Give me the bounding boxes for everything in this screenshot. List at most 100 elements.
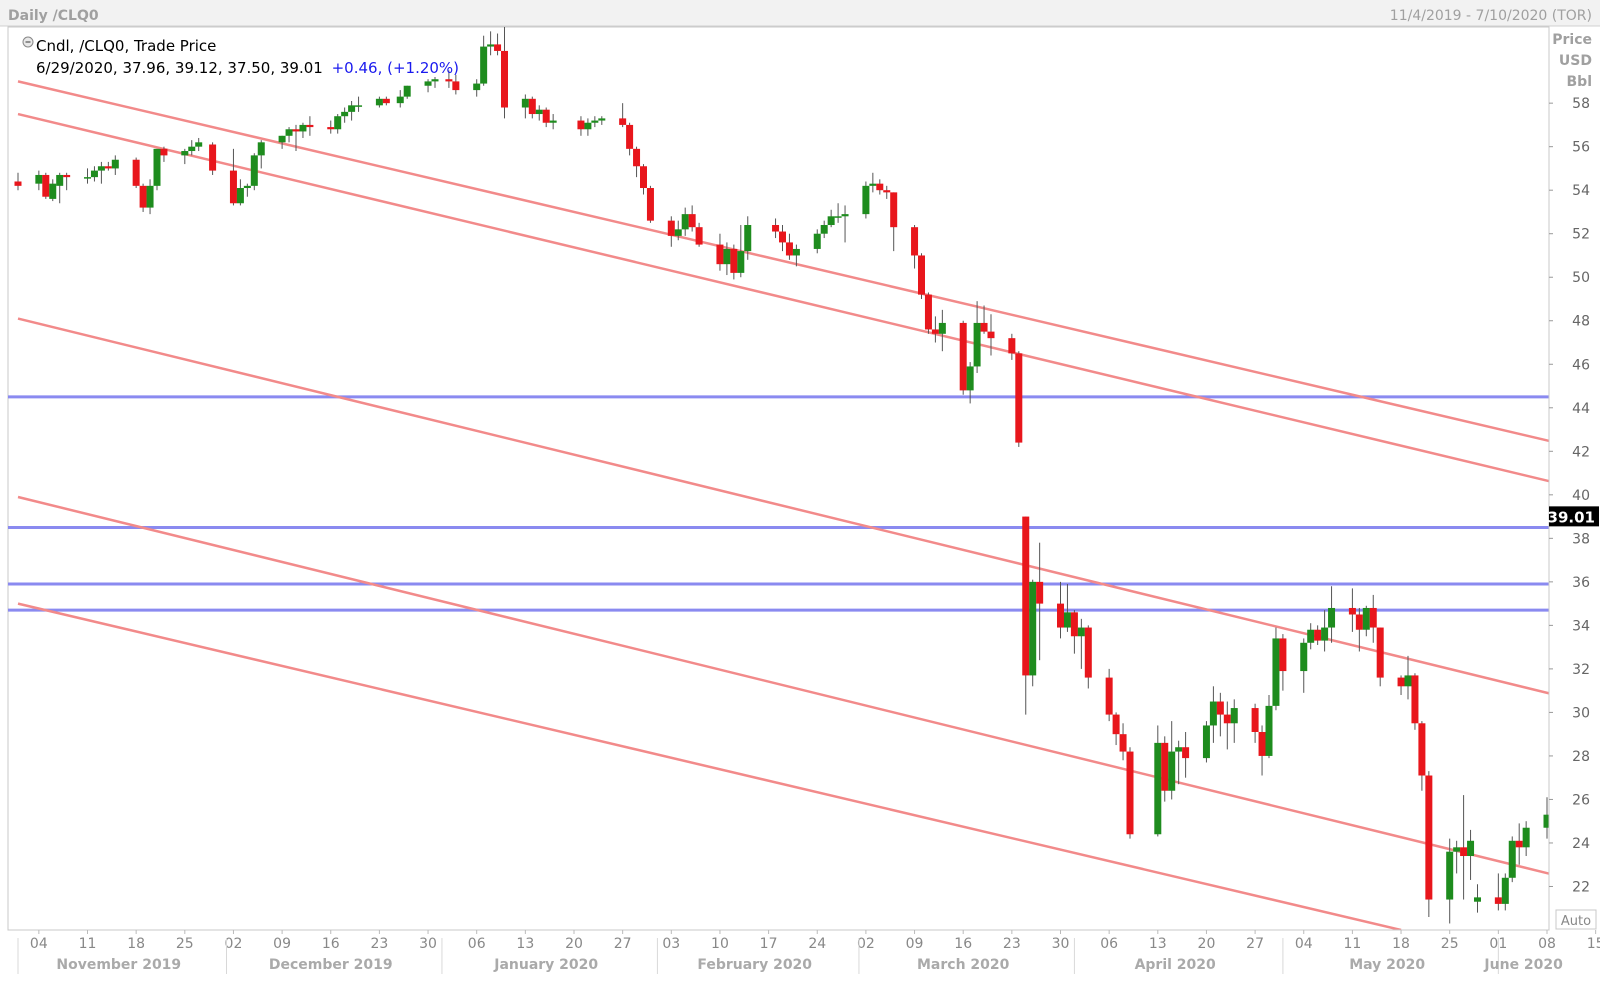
legend-ohlc-prefix: 6/29/2020, 37.96, 39.12, 37.50, 39.01 (36, 59, 323, 77)
y-tick-label: 46 (1572, 357, 1590, 373)
candle-body-up (1231, 708, 1238, 723)
x-day-label: 25 (1441, 936, 1459, 952)
x-day-label: 06 (468, 936, 486, 952)
candle-body-up (1210, 702, 1217, 726)
candle-body-up (744, 225, 751, 251)
candle-body-up (869, 184, 876, 186)
candle-body-down (1314, 630, 1321, 641)
candle-body-down (1127, 752, 1134, 835)
x-day-label: 03 (662, 936, 680, 952)
candle-body-down (577, 121, 584, 130)
last-price-tag: 39.01 (1548, 506, 1599, 526)
candle-body-down (1015, 353, 1022, 442)
legend-series-label: Cndl, /CLQ0, Trade Price (36, 37, 216, 55)
candle (133, 158, 140, 188)
candle-body-up (598, 118, 605, 120)
candle-body-up (1405, 675, 1412, 686)
candle-body-up (828, 216, 835, 225)
x-day-label: 16 (954, 936, 972, 952)
y-tick-label: 22 (1572, 879, 1590, 895)
x-month-label: April 2020 (1135, 957, 1216, 973)
auto-scale-label: Auto (1561, 914, 1591, 929)
candle-body-up (1328, 608, 1335, 628)
x-day-label: 20 (1198, 936, 1216, 952)
candle (1203, 721, 1210, 762)
x-day-label: 23 (1003, 936, 1021, 952)
x-month-label: January 2020 (493, 957, 598, 973)
x-day-label: 24 (808, 936, 826, 952)
candle-body-down (1425, 776, 1432, 900)
y-tick-label: 44 (1572, 401, 1590, 417)
candle-body-down (1022, 517, 1029, 676)
candle-body-up (84, 177, 91, 179)
candle-body-down (452, 81, 459, 90)
y-tick-label: 24 (1572, 836, 1590, 852)
candle-body-down (327, 127, 334, 129)
candle-body-up (939, 323, 946, 334)
plot-area (8, 27, 1549, 930)
candle-body-up (842, 214, 849, 216)
candle-body-up (1502, 878, 1509, 904)
candle-body-up (1509, 841, 1516, 878)
candle (42, 173, 49, 199)
candle-body-up (862, 186, 869, 214)
candle-body-down (1259, 732, 1266, 756)
candle-body-up (480, 47, 487, 84)
candle (647, 186, 654, 223)
x-day-label: 15 (1587, 936, 1600, 952)
candle-body-down (1071, 612, 1078, 636)
y-tick-label: 38 (1572, 531, 1590, 547)
candle-body-up (1300, 643, 1307, 671)
candle-body-up (1474, 897, 1481, 901)
candle-body-down (494, 44, 501, 51)
candle-body-up (1272, 638, 1279, 705)
x-day-label: 08 (1538, 936, 1556, 952)
x-day-label: 09 (273, 936, 291, 952)
x-day-label: 10 (711, 936, 729, 952)
candle (1377, 628, 1384, 687)
candle-body-down (383, 99, 390, 103)
candle-body-down (42, 175, 49, 197)
candle-body-up (195, 142, 202, 146)
x-day-label: 04 (30, 936, 48, 952)
x-month-label: February 2020 (697, 957, 812, 973)
candle-body-down (730, 249, 737, 273)
candle-body-down (1495, 897, 1502, 904)
y-tick-label: 28 (1572, 749, 1590, 765)
candle-body-up (334, 116, 341, 129)
candle-body-up (1446, 852, 1453, 900)
candle-body-up (737, 251, 744, 273)
candle-body-up (723, 249, 730, 264)
x-month-label: March 2020 (917, 957, 1010, 973)
x-day-label: 30 (1052, 936, 1070, 952)
candle-body-up (835, 216, 842, 218)
candle-body-up (341, 112, 348, 116)
candle-body-down (529, 99, 536, 114)
candle-body-up (244, 186, 251, 188)
candle-body-up (1523, 828, 1530, 848)
x-day-label: 11 (1343, 936, 1361, 952)
x-day-label: 23 (370, 936, 388, 952)
x-day-label: 27 (1246, 936, 1264, 952)
y-tick-label: 36 (1572, 575, 1590, 591)
candle-body-up (147, 186, 154, 208)
candle-body-up (1078, 628, 1085, 637)
y-tick-label: 58 (1572, 96, 1590, 112)
candle-body-up (355, 105, 362, 107)
candle-body-up (286, 129, 293, 136)
x-day-label: 09 (906, 936, 924, 952)
candle-body-down (209, 144, 216, 170)
candle-body-down (140, 186, 147, 208)
candle-body-down (988, 332, 995, 339)
candle-body-down (230, 171, 237, 204)
candle-body-down (1113, 715, 1120, 735)
candle-body-up (821, 225, 828, 234)
last-price-label: 39.01 (1548, 508, 1595, 526)
candle-body-down (890, 192, 897, 227)
x-day-label: 02 (225, 936, 243, 952)
chart-title: Daily /CLQ0 (8, 8, 99, 24)
price-axis-header-price: Price (1552, 32, 1592, 48)
x-day-label: 30 (419, 936, 437, 952)
candle-body-down (1085, 628, 1092, 678)
